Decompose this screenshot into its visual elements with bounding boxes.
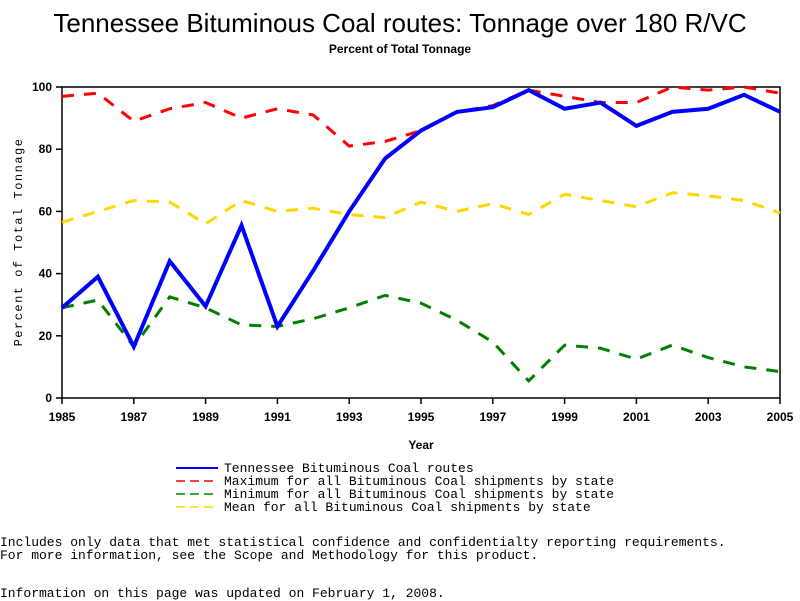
series-line-1: [61, 85, 781, 148]
x-tick-label: 1999: [551, 410, 578, 424]
y-tick-label: 0: [45, 391, 52, 405]
x-tick-label: 2005: [767, 410, 794, 424]
y-tick-label: 80: [39, 142, 53, 156]
x-axis-label: Year: [408, 438, 434, 452]
x-tick-label: 1985: [49, 410, 76, 424]
x-tick-label: 2003: [695, 410, 722, 424]
footnote-methodology: For more information, see the Scope and …: [0, 548, 539, 563]
x-tick-label: 1989: [192, 410, 219, 424]
chart-title: Tennessee Bituminous Coal routes: Tonnag…: [53, 8, 747, 38]
x-tick-label: 1987: [120, 410, 147, 424]
x-tick-label: 1995: [408, 410, 435, 424]
y-tick-label: 100: [32, 80, 52, 94]
plot-frame: [61, 86, 781, 399]
y-axis-label: Percent of Total Tonnage: [12, 138, 26, 347]
series-line-2: [61, 293, 781, 384]
footnote-confidence: Includes only data that met statistical …: [0, 535, 726, 550]
chart-subtitle: Percent of Total Tonnage: [328, 42, 472, 56]
legend-label-3: Mean for all Bituminous Coal shipments b…: [224, 500, 591, 515]
legend-label-2: Minimum for all Bituminous Coal shipment…: [224, 487, 614, 502]
y-tick-label: 40: [39, 267, 53, 281]
footnote-updated: Information on this page was updated on …: [0, 586, 445, 601]
legend-label-1: Maximum for all Bituminous Coal shipment…: [224, 474, 614, 489]
y-tick-label: 60: [39, 204, 53, 218]
x-tick-label: 1993: [336, 410, 363, 424]
legend-label-0: Tennessee Bituminous Coal routes: [224, 461, 474, 476]
line-chart: 1985 1987 1989 1991 1993 1995 1997 1999 2001 2003…: [12, 80, 794, 515]
series-line-0: [60, 87, 781, 352]
y-tick-label: 20: [39, 329, 53, 343]
x-tick-label: 1997: [479, 410, 506, 424]
x-tick-label: 2001: [623, 410, 650, 424]
x-tick-label: 1991: [264, 410, 291, 424]
series-line-3: [61, 191, 781, 226]
